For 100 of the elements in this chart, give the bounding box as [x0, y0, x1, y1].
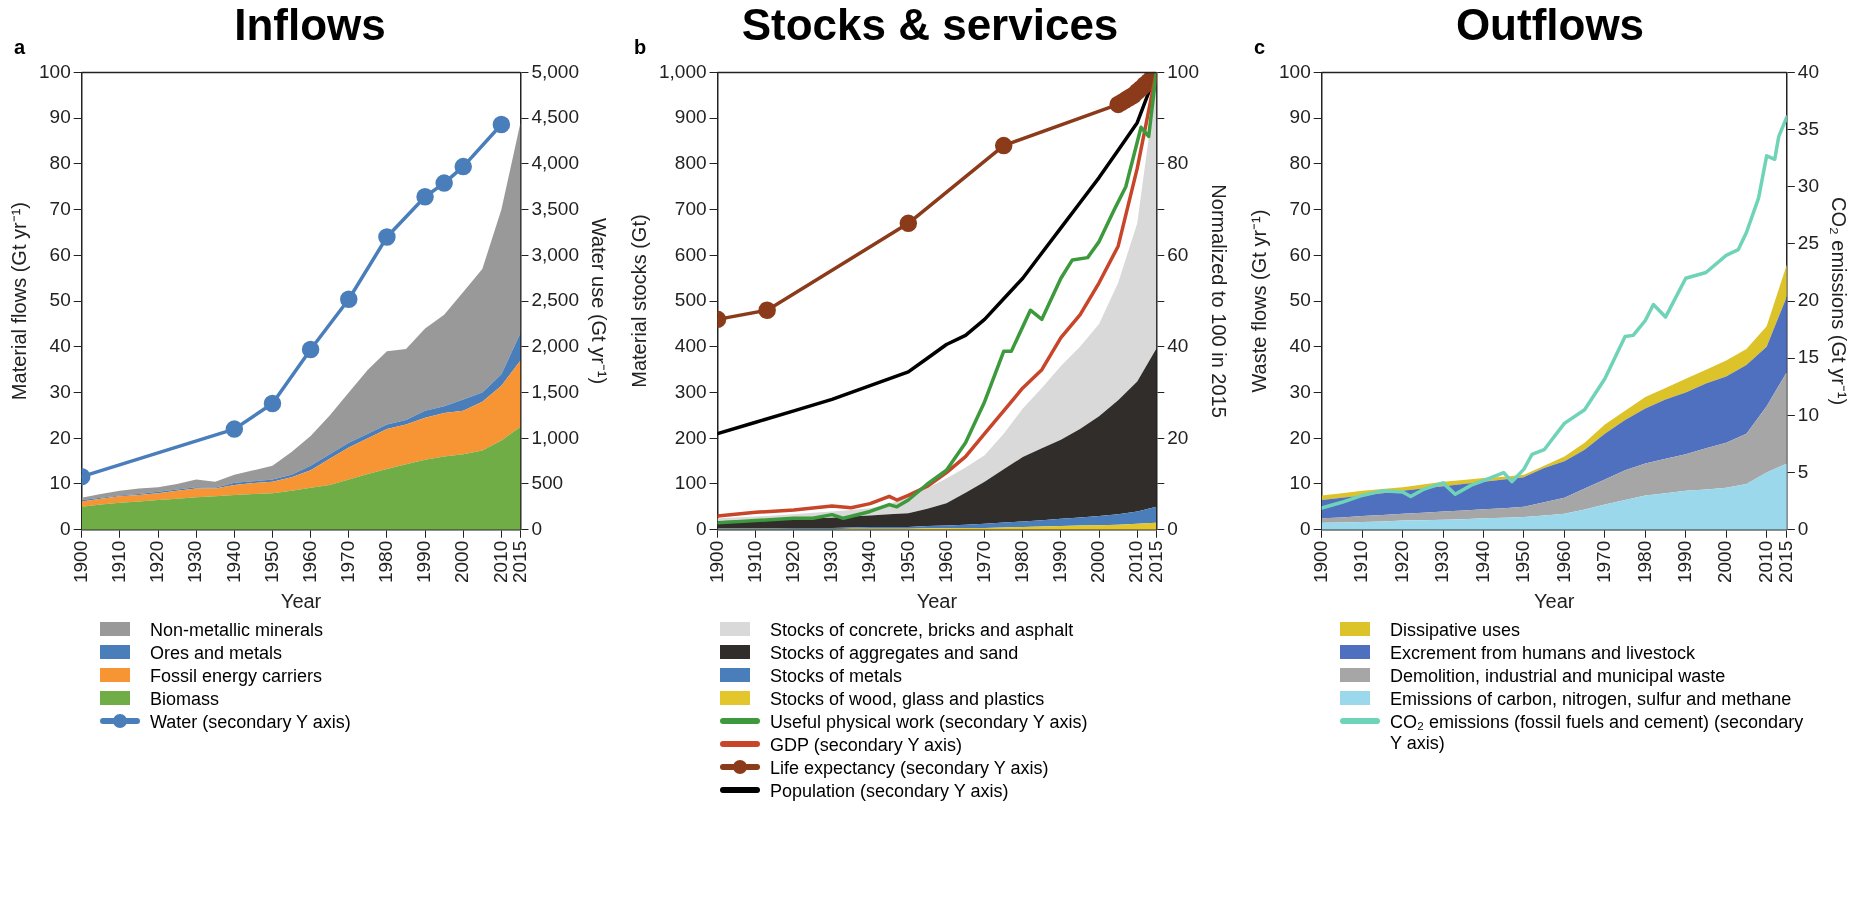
y-tick-label: 50: [49, 289, 71, 311]
x-tick-label: 1920: [1390, 540, 1412, 584]
x-tick-label: 2015: [1144, 540, 1166, 584]
y-tick-label: 60: [1289, 243, 1311, 265]
y2-tick-label: 80: [1167, 152, 1189, 174]
x-tick-label: 1910: [1350, 540, 1372, 584]
y2-tick-label: 3,000: [531, 243, 579, 265]
y-tick-label: 50: [1289, 289, 1311, 311]
x-tick-label: 1970: [337, 540, 358, 584]
x-tick-label: 1960: [298, 540, 320, 584]
x-tick-label: 1930: [1431, 540, 1453, 584]
y2-tick-label: 3,500: [531, 197, 579, 219]
legend-label: Stocks of concrete, bricks and asphalt: [770, 620, 1074, 641]
x-tick-label: 2000: [1087, 540, 1109, 584]
y-tick-label: 20: [49, 426, 71, 448]
chart-title: Outflows: [1455, 0, 1645, 49]
y2-tick-label: 5,000: [531, 60, 579, 82]
y2-tick-label: 15: [1797, 346, 1820, 368]
x-tick-label: 1940: [1471, 540, 1493, 584]
y-tick-label: 0: [695, 517, 707, 539]
y-tick-label: 400: [674, 335, 707, 357]
legend-label: GDP (secondary Y axis): [770, 735, 963, 756]
legend-label: Fossil energy carriers: [150, 666, 323, 687]
y2-tick-label: 4,000: [531, 152, 579, 174]
y-tick-label: 80: [1289, 152, 1311, 174]
y-tick-label: 40: [1289, 335, 1311, 357]
x-axis-title: Year: [916, 589, 958, 612]
legend-label: CO₂ emissions (fossil fuels and cement) (secondary Y axis): [1390, 712, 1805, 754]
legend-label: Stocks of wood, glass and plastics: [770, 689, 1045, 710]
y-tick-label: 500: [674, 289, 707, 311]
y-tick-label: 70: [1289, 197, 1311, 219]
y-axis-title: Material flows (Gt yr⁻¹): [7, 202, 30, 401]
y-tick-label: 700: [674, 197, 707, 219]
x-tick-label: 1950: [260, 540, 282, 584]
y-tick-label: 30: [1289, 380, 1311, 402]
x-tick-label: 1930: [184, 540, 206, 584]
x-tick-label: 2015: [508, 540, 530, 584]
chart-subtitle: b: [634, 36, 647, 59]
y-tick-label: 20: [1289, 426, 1311, 448]
y2-tick-label: 30: [1797, 174, 1820, 196]
legend-label: Non-metallic minerals: [150, 620, 324, 641]
y2-tick-label: 35: [1797, 117, 1820, 139]
legend-label: Useful physical work (secondary Y axis): [770, 712, 1088, 733]
x-tick-label: 1980: [1011, 540, 1032, 584]
x-tick-label: 1910: [108, 540, 130, 584]
x-tick-label: 1900: [69, 540, 91, 584]
x-tick-label: 1970: [1593, 540, 1615, 584]
x-tick-label: 2010: [489, 540, 511, 584]
y-tick-label: 900: [674, 106, 707, 128]
y2-tick-label: 2,500: [531, 289, 579, 311]
y2-tick-label: 40: [1167, 335, 1189, 357]
x-tick-label: 1990: [1049, 540, 1071, 584]
y-tick-label: 1,000: [659, 60, 707, 82]
x-tick-label: 1980: [375, 540, 397, 584]
y2-axis-title: Normalized to 100 in 2015: [1208, 184, 1231, 418]
chart-title: Stocks & services: [741, 0, 1119, 49]
legend-label: Demolition, industrial and municipal waste: [1390, 666, 1726, 687]
y-tick-label: 90: [1289, 106, 1311, 128]
y-tick-label: 40: [49, 335, 71, 357]
y2-tick-label: 2,000: [531, 335, 579, 357]
y2-axis-title: Water use (Gt yr⁻¹): [588, 217, 611, 385]
x-tick-label: 2015: [1775, 540, 1797, 584]
y-tick-label: 600: [674, 243, 707, 265]
y-axis-title: Waste flows (Gt yr⁻¹): [1247, 209, 1270, 393]
y2-tick-label: 20: [1797, 289, 1820, 311]
y2-tick-label: 0: [531, 517, 543, 539]
x-tick-label: 1910: [743, 540, 765, 584]
x-tick-label: 1930: [820, 540, 842, 584]
legend-label: Life expectancy (secondary Y axis): [770, 758, 1049, 779]
x-tick-label: 2010: [1754, 540, 1776, 584]
x-tick-label: 1970: [972, 540, 994, 584]
y2-tick-label: 0: [1167, 517, 1178, 539]
y-tick-label: 200: [674, 426, 707, 448]
y2-axis-title: CO₂ emissions (Gt yr⁻¹): [1828, 197, 1851, 406]
y2-tick-label: 5: [1797, 460, 1809, 482]
x-tick-label: 1960: [1552, 540, 1574, 584]
legend-label: Excrement from humans and livestock: [1390, 643, 1696, 664]
x-tick-label: 1960: [934, 540, 956, 584]
x-tick-label: 2000: [451, 540, 473, 584]
y-tick-label: 100: [39, 60, 71, 82]
legend-label: Dissipative uses: [1390, 620, 1521, 641]
y2-tick-label: 500: [531, 472, 564, 494]
y-tick-label: 0: [60, 517, 71, 539]
legend-label: Biomass: [150, 689, 220, 710]
y2-tick-label: 60: [1167, 243, 1189, 265]
x-tick-label: 1980: [1633, 540, 1655, 584]
y-tick-label: 10: [49, 472, 71, 494]
y-tick-label: 30: [49, 380, 71, 402]
x-tick-label: 1920: [782, 540, 804, 584]
y-tick-label: 300: [674, 380, 707, 402]
y-tick-label: 800: [674, 152, 707, 174]
y2-tick-label: 0: [1797, 517, 1809, 539]
y2-tick-label: 1,500: [531, 380, 579, 402]
y-tick-label: 80: [49, 152, 71, 174]
y-tick-label: 70: [49, 197, 71, 219]
y2-tick-label: 40: [1797, 60, 1820, 82]
legend-label: Population (secondary Y axis): [770, 781, 1009, 802]
legend-label: Stocks of metals: [770, 666, 903, 687]
y-axis-title: Material stocks (Gt): [627, 214, 650, 388]
y-tick-label: 100: [674, 472, 707, 494]
